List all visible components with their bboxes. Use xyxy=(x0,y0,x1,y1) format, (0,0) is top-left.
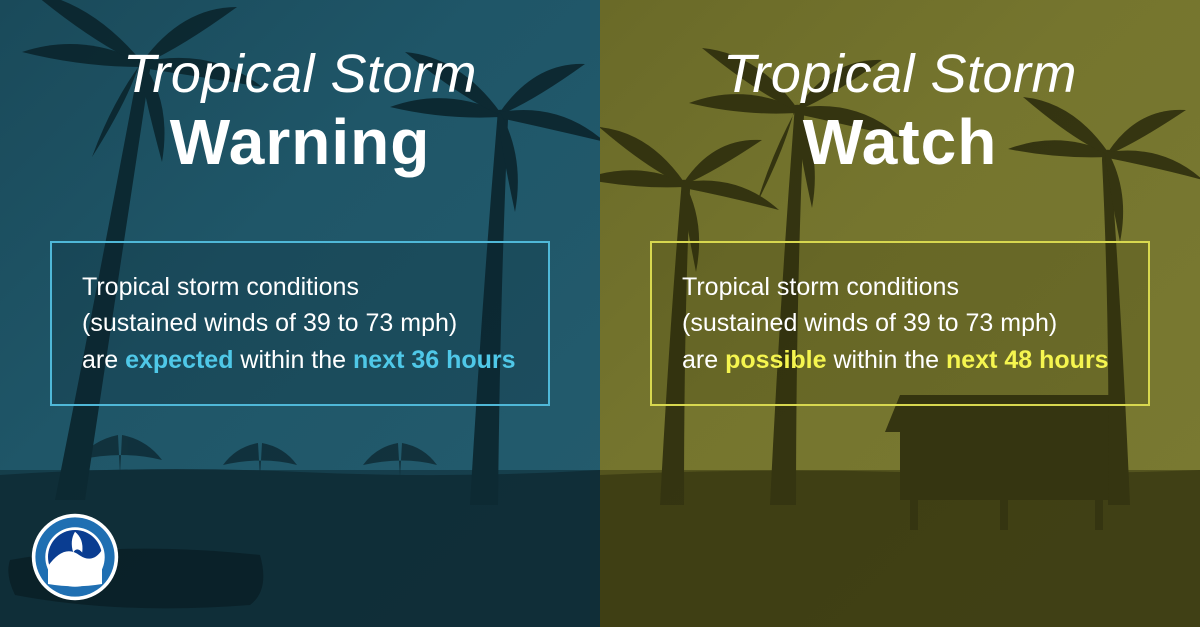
warning-title-block: Tropical Storm Warning xyxy=(50,45,550,181)
warning-body-mid: within the xyxy=(233,346,353,374)
watch-info-box: Tropical storm conditions (sustained win… xyxy=(650,241,1150,406)
watch-body-line1: Tropical storm conditions xyxy=(682,273,959,301)
watch-highlight-1: possible xyxy=(725,346,826,374)
warning-body-line1: Tropical storm conditions xyxy=(82,273,359,301)
noaa-logo-icon: NOAA xyxy=(30,512,120,602)
warning-highlight-1: expected xyxy=(125,346,233,374)
warning-body-pre: are xyxy=(82,346,125,374)
warning-highlight-2: next 36 hours xyxy=(353,346,516,374)
watch-highlight-2: next 48 hours xyxy=(946,346,1109,374)
warning-title-top: Tropical Storm xyxy=(50,45,550,104)
watch-title-bottom: Watch xyxy=(650,104,1150,181)
warning-info-box: Tropical storm conditions (sustained win… xyxy=(50,241,550,406)
infographic-container: Tropical Storm Warning Tropical storm co… xyxy=(0,0,1200,627)
watch-body-mid: within the xyxy=(827,346,947,374)
warning-title-bottom: Warning xyxy=(50,104,550,181)
watch-body-line2: (sustained winds of 39 to 73 mph) xyxy=(682,309,1057,337)
warning-body-line2: (sustained winds of 39 to 73 mph) xyxy=(82,309,457,337)
logo-text: NOAA xyxy=(67,522,83,528)
watch-title-top: Tropical Storm xyxy=(650,45,1150,104)
watch-title-block: Tropical Storm Watch xyxy=(650,45,1150,181)
watch-panel: Tropical Storm Watch Tropical storm cond… xyxy=(600,0,1200,627)
watch-body-pre: are xyxy=(682,346,725,374)
